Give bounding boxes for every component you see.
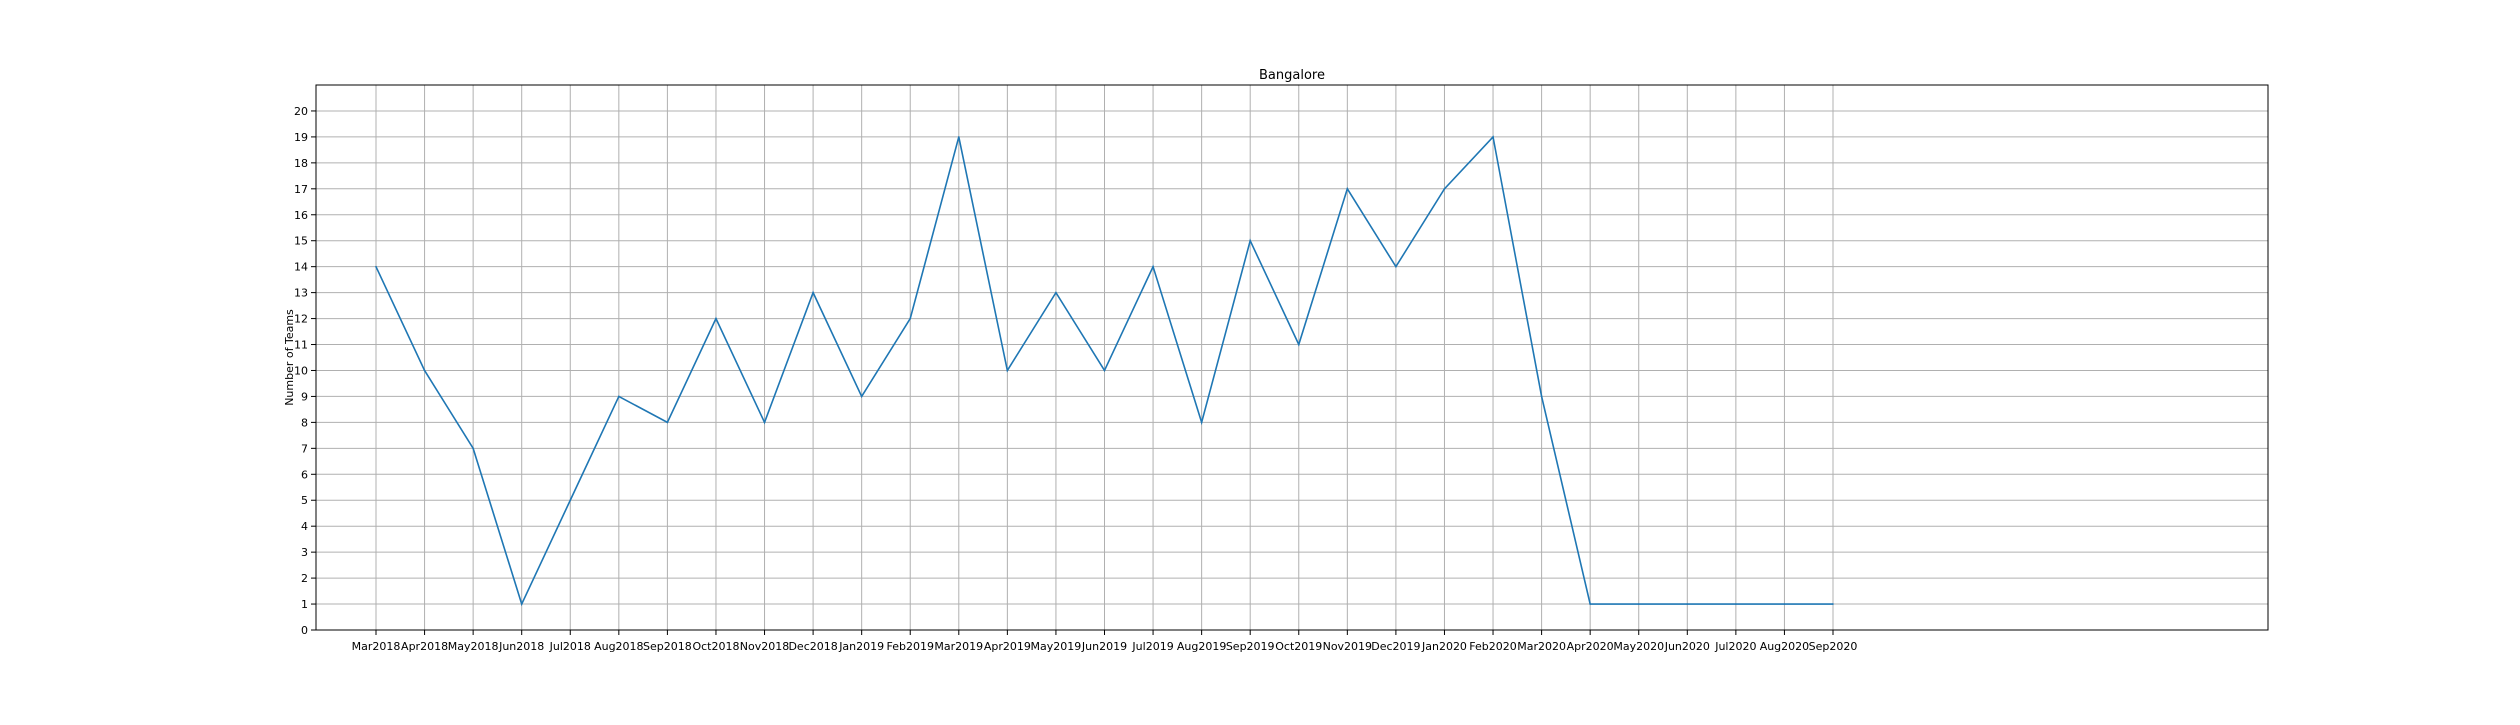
data-point: [1637, 603, 1640, 605]
x-tick-label: Jan2019: [838, 640, 884, 653]
data-point: [1006, 369, 1009, 372]
x-tick-label: Jul2018: [549, 640, 591, 653]
data-point: [1249, 239, 1251, 242]
x-axis: Mar2018 Apr2018 May2018 Jun2018 Jul2018 Aug20…: [352, 630, 1858, 653]
data-point: [1346, 188, 1349, 190]
x-tick-label: Feb2020: [1469, 640, 1516, 653]
y-tick-label: 12: [294, 313, 308, 326]
y-tick-label: 18: [294, 157, 308, 170]
x-tick-label: Nov2019: [1323, 640, 1372, 653]
y-tick-label: 5: [301, 494, 308, 507]
data-point: [1589, 603, 1591, 605]
data-point: [1492, 136, 1494, 138]
grid-layer: [316, 85, 2268, 631]
data-point: [1297, 343, 1300, 346]
y-tick-label: 8: [301, 416, 308, 429]
data-point: [618, 395, 620, 398]
y-tick-label: 2: [301, 572, 308, 585]
x-tick-label: Feb2019: [886, 640, 933, 653]
x-tick-label: Apr2019: [984, 640, 1031, 653]
x-tick-label: Sep2018: [643, 640, 692, 653]
x-tick-label: Sep2019: [1226, 640, 1275, 653]
data-point: [1395, 265, 1397, 268]
x-tick-label: Mar2019: [934, 640, 983, 653]
x-tick-label: Dec2018: [788, 640, 837, 653]
y-tick-label: 1: [301, 598, 308, 611]
y-tick-label: 14: [294, 261, 308, 274]
y-tick-label: 10: [294, 364, 308, 377]
x-tick-label: May2018: [448, 640, 499, 653]
data-point: [375, 265, 377, 268]
x-tick-label: Jun2019: [1081, 640, 1127, 653]
x-tick-label: May2019: [1031, 640, 1082, 653]
y-tick-label: 11: [294, 339, 308, 352]
x-tick-label: Dec2019: [1371, 640, 1420, 653]
data-point: [472, 447, 474, 450]
data-point: [1103, 369, 1106, 372]
x-tick-label: Sep2020: [1809, 640, 1858, 653]
y-tick-label: 20: [294, 105, 308, 118]
x-tick-label: Mar2018: [352, 640, 401, 653]
x-tick-label: Oct2019: [1275, 640, 1322, 653]
y-tick-label: 15: [294, 235, 308, 248]
y-tick-label: 3: [301, 546, 308, 559]
x-tick-label: Mar2020: [1517, 640, 1566, 653]
data-point: [569, 499, 572, 502]
y-tick-label: 6: [301, 468, 308, 481]
data-point: [1152, 265, 1154, 268]
x-tick-label: Jan2020: [1421, 640, 1467, 653]
x-tick-label: Jun2018: [498, 640, 544, 653]
x-tick-label: Nov2018: [740, 640, 789, 653]
series-layer: [375, 135, 1834, 607]
plot-frame: [315, 84, 2269, 631]
data-point: [860, 395, 863, 398]
y-tick-label: 16: [294, 209, 308, 222]
data-point: [520, 603, 523, 605]
data-point: [909, 317, 912, 320]
x-tick-label: May2020: [1613, 640, 1664, 653]
y-tick-label: 0: [301, 624, 308, 637]
data-point: [1443, 188, 1446, 190]
x-tick-label: Aug2020: [1760, 640, 1809, 653]
data-point: [958, 136, 960, 138]
data-point: [423, 369, 426, 372]
data-point: [1735, 603, 1737, 605]
x-tick-label: Oct2018: [692, 640, 739, 653]
x-tick-label: Jul2020: [1714, 640, 1756, 653]
data-point: [1540, 395, 1543, 398]
x-tick-label: Aug2019: [1177, 640, 1226, 653]
x-tick-label: Aug2018: [594, 640, 643, 653]
data-point: [763, 421, 766, 424]
y-tick-label: 9: [301, 390, 308, 403]
data-point: [812, 291, 814, 294]
y-axis-label: Number of Teams: [283, 309, 296, 406]
x-tick-label: Apr2020: [1567, 640, 1614, 653]
y-tick-label: 4: [301, 520, 308, 533]
y-tick-label: 19: [294, 131, 308, 144]
y-tick-label: 13: [294, 287, 308, 300]
chart-title: Bangalore: [1259, 68, 1325, 83]
data-point: [1832, 603, 1834, 605]
x-tick-label: Jul2019: [1131, 640, 1173, 653]
data-point: [666, 421, 669, 424]
data-point: [1686, 603, 1689, 605]
data-point: [1055, 291, 1057, 294]
x-tick-label: Apr2018: [401, 640, 448, 653]
data-point: [1783, 603, 1786, 605]
y-tick-label: 17: [294, 183, 308, 196]
data-point: [715, 317, 717, 320]
data-point: [1200, 421, 1203, 424]
y-tick-label: 7: [301, 442, 308, 455]
x-tick-label: Jun2020: [1664, 640, 1710, 653]
